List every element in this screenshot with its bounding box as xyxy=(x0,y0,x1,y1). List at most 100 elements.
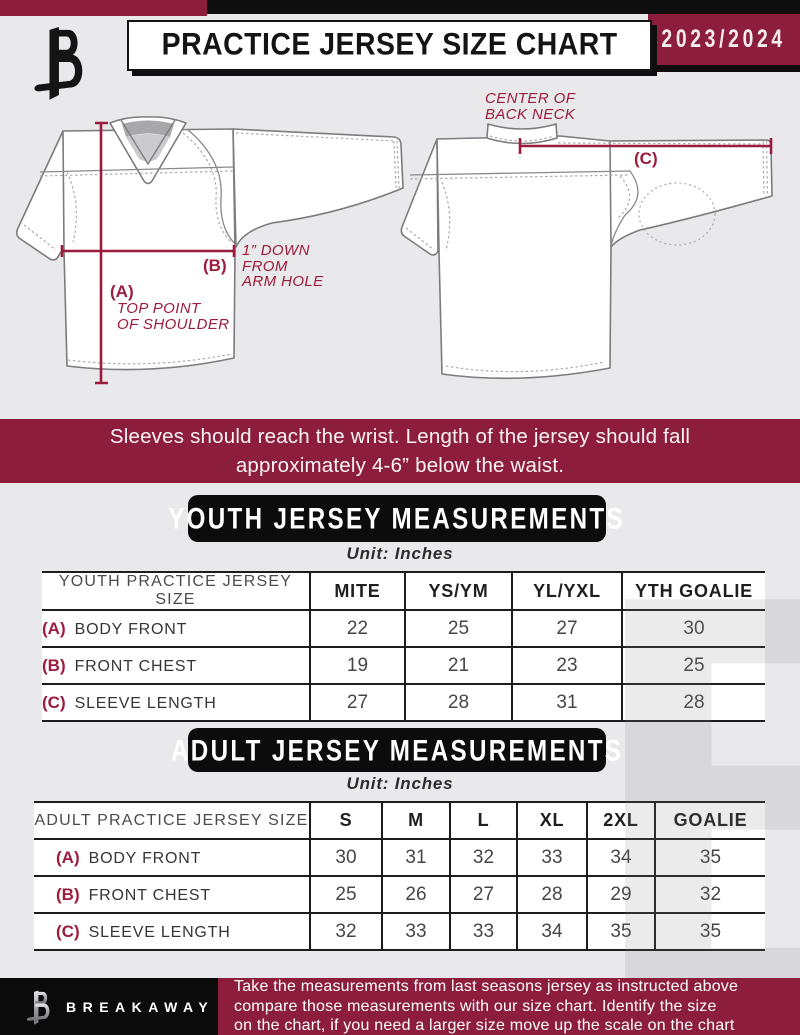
measure-line-c xyxy=(518,138,773,154)
measure-line-a xyxy=(95,121,108,385)
size-value-cell: 33 xyxy=(516,839,587,877)
size-value-cell: 27 xyxy=(449,876,517,914)
page-title-box: PRACTICE JERSEY SIZE CHART xyxy=(127,20,652,71)
table-row: (C) SLEEVE LENGTH 27 28 31 28 xyxy=(42,684,765,722)
column-header: YL/YXL xyxy=(511,571,622,611)
measure-key: (B) xyxy=(42,655,66,675)
size-value-cell: 35 xyxy=(586,913,655,951)
size-value-cell: 25 xyxy=(309,876,382,914)
column-header: GOALIE xyxy=(654,801,765,840)
column-header: YS/YM xyxy=(404,571,512,611)
adult-unit-label: Unit: Inches xyxy=(346,774,454,793)
measure-line-b xyxy=(60,245,236,257)
adult-banner-title: ADULT JERSEY MEASUREMENTS xyxy=(170,732,624,767)
size-value-cell: 30 xyxy=(309,839,382,877)
front-left-sleeve xyxy=(15,130,67,261)
size-value-cell: 30 xyxy=(621,610,765,648)
breakaway-logo-mark xyxy=(34,27,83,100)
fit-notice-line: approximately 4-6” below the waist. xyxy=(235,454,565,477)
size-value-cell: 34 xyxy=(516,913,587,951)
column-header: M xyxy=(381,801,450,840)
arm-hole-caption: 1” DOWN FROM ARM HOLE xyxy=(242,242,324,290)
season-badge-shadow xyxy=(648,65,800,72)
footer-note-line: on the chart, if you need a larger size … xyxy=(234,1017,735,1035)
footer-note-line: Take the measurements from last seasons … xyxy=(234,978,739,996)
measure-key: (A) xyxy=(42,618,66,638)
measure-label: BODY FRONT xyxy=(74,620,188,638)
back-body xyxy=(436,135,612,380)
column-header: S xyxy=(309,801,382,840)
footer-brand-block: BREAKAWAY xyxy=(0,978,218,1035)
fit-notice-line: Sleeves should reach the wrist. Length o… xyxy=(109,425,691,448)
adult-section-banner: ADULT JERSEY MEASUREMENTS xyxy=(171,728,621,772)
adult-table: ADULT PRACTICE JERSEY SIZE S M L XL 2XL … xyxy=(34,801,765,951)
size-value-cell: 32 xyxy=(654,876,765,914)
column-header: YOUTH PRACTICE JERSEY SIZE xyxy=(42,571,310,611)
size-value-cell: 21 xyxy=(404,647,512,685)
table-row: (C) SLEEVE LENGTH 32 33 33 34 35 35 xyxy=(34,913,765,951)
size-value-cell: 33 xyxy=(381,913,450,951)
front-right-sleeve xyxy=(232,128,404,248)
column-header: 2XL xyxy=(586,801,655,840)
measure-key: (C) xyxy=(42,692,66,712)
size-value-cell: 31 xyxy=(381,839,450,877)
size-value-cell: 26 xyxy=(381,876,450,914)
measure-label: FRONT CHEST xyxy=(74,657,197,675)
footer-note-line: compare those measurements with our size… xyxy=(234,997,717,1015)
brand-wordmark: BREAKAWAY xyxy=(66,998,215,1015)
size-value-cell: 25 xyxy=(404,610,512,648)
column-header: MITE xyxy=(309,571,405,611)
size-value-cell: 35 xyxy=(654,839,765,877)
measure-label: FRONT CHEST xyxy=(88,886,211,904)
measure-label: BODY FRONT xyxy=(88,849,202,867)
measure-key: (C) xyxy=(56,921,80,941)
table-row: (B) FRONT CHEST 25 26 27 28 29 32 xyxy=(34,876,765,914)
size-value-cell: 25 xyxy=(621,647,765,685)
size-value-cell: 29 xyxy=(586,876,655,914)
size-value-cell: 31 xyxy=(511,684,622,722)
size-value-cell: 28 xyxy=(404,684,512,722)
table-row: (B) FRONT CHEST 19 21 23 25 xyxy=(42,647,765,685)
measure-key-c: (C) xyxy=(634,149,658,168)
column-header: ADULT PRACTICE JERSEY SIZE xyxy=(34,801,310,840)
size-value-cell: 33 xyxy=(449,913,517,951)
size-value-cell: 23 xyxy=(511,647,622,685)
back-right-sleeve xyxy=(607,139,773,248)
top-accent-maroon xyxy=(0,0,207,16)
size-value-cell: 32 xyxy=(449,839,517,877)
top-point-caption: TOP POINT OF SHOULDER xyxy=(117,300,230,333)
size-value-cell: 19 xyxy=(309,647,405,685)
youth-section-banner: YOUTH JERSEY MEASUREMENTS xyxy=(169,495,623,542)
column-header: XL xyxy=(516,801,587,840)
size-value-cell: 32 xyxy=(309,913,382,951)
footer-instructions: Take the measurements from last seasons … xyxy=(218,978,800,1035)
page-title: PRACTICE JERSEY SIZE CHART xyxy=(161,27,618,63)
youth-unit-label: Unit: Inches xyxy=(346,544,454,563)
size-value-cell: 27 xyxy=(511,610,622,648)
measure-key: (B) xyxy=(56,884,80,904)
adult-header-row: ADULT PRACTICE JERSEY SIZE S M L XL 2XL … xyxy=(34,801,765,840)
size-value-cell: 27 xyxy=(309,684,405,722)
measure-key-b: (B) xyxy=(203,256,227,275)
fit-notice-banner: Sleeves should reach the wrist. Length o… xyxy=(0,419,800,483)
measure-key-a: (A) xyxy=(110,282,134,301)
front-body xyxy=(62,128,236,371)
breakaway-footer-logo xyxy=(26,990,50,1025)
size-value-cell: 34 xyxy=(586,839,655,877)
measure-label: SLEEVE LENGTH xyxy=(74,694,217,712)
measure-key: (A) xyxy=(56,847,80,867)
back-left-sleeve xyxy=(400,138,439,256)
center-back-neck-caption: CENTER OF BACK NECK xyxy=(485,90,576,123)
youth-header-row: YOUTH PRACTICE JERSEY SIZE MITE YS/YM YL… xyxy=(42,571,765,611)
size-value-cell: 28 xyxy=(621,684,765,722)
column-header: L xyxy=(449,801,517,840)
back-collar xyxy=(486,123,558,145)
youth-banner-title: YOUTH JERSEY MEASUREMENTS xyxy=(168,500,626,536)
youth-table: YOUTH PRACTICE JERSEY SIZE MITE YS/YM YL… xyxy=(42,571,765,722)
jersey-diagram xyxy=(15,116,773,385)
measure-label: SLEEVE LENGTH xyxy=(88,923,231,941)
column-header: YTH GOALIE xyxy=(621,571,765,611)
size-value-cell: 28 xyxy=(516,876,587,914)
season-badge: 2023/2024 xyxy=(648,14,800,65)
